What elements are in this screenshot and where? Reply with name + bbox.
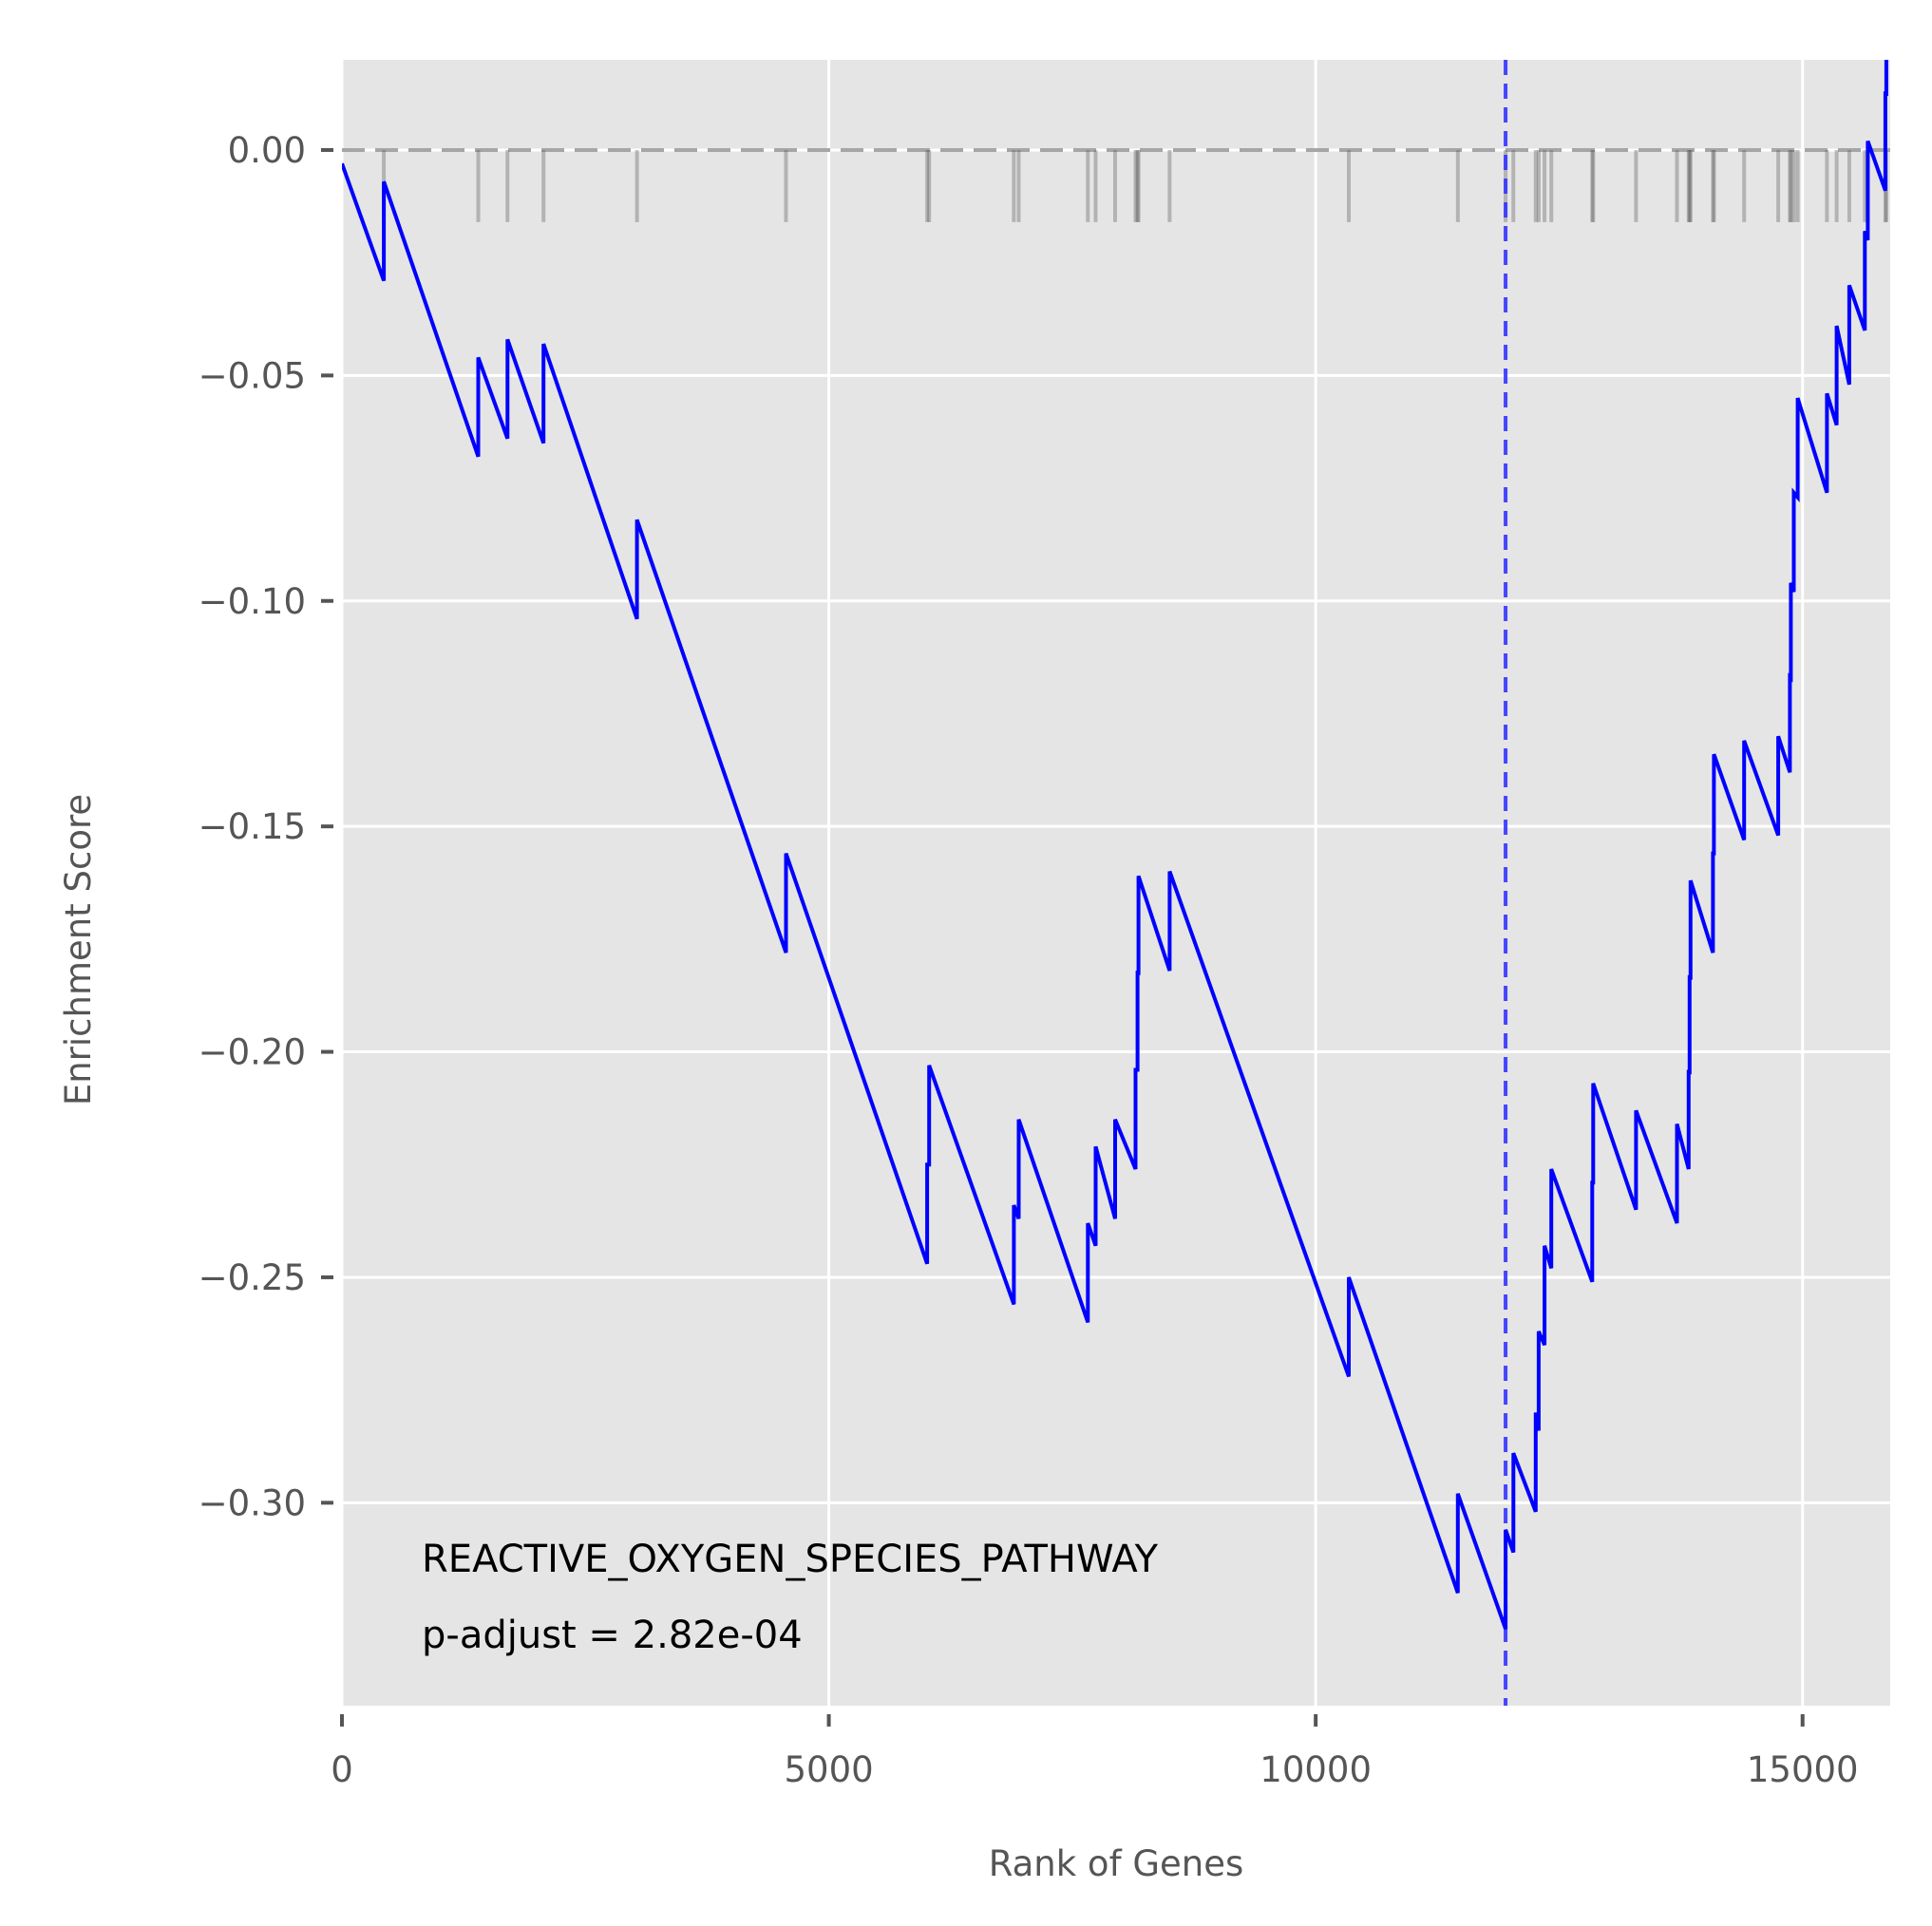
y-tick-label: −0.30 xyxy=(199,1482,306,1523)
axis-ticks xyxy=(321,147,1805,1727)
x-tick-label: 5000 xyxy=(784,1749,873,1790)
x-tick-label: 15000 xyxy=(1747,1749,1859,1790)
p-adjust-label: p-adjust = 2.82e-04 xyxy=(422,1614,803,1657)
x-axis-title: Rank of Genes xyxy=(989,1843,1244,1884)
x-tick-label: 10000 xyxy=(1260,1749,1372,1790)
pathway-name-label: REACTIVE_OXYGEN_SPECIES_PATHWAY xyxy=(422,1538,1159,1581)
x-tick-label: 0 xyxy=(331,1749,353,1790)
y-axis-title: Enrichment Score xyxy=(58,794,99,1105)
y-tick-label: −0.10 xyxy=(199,581,306,622)
y-axis-tick-labels: 0.00 −0.05 −0.10 −0.15 −0.20 −0.25 −0.30 xyxy=(199,130,306,1523)
y-tick-label: −0.05 xyxy=(199,355,306,396)
y-tick-label: 0.00 xyxy=(228,130,306,171)
y-tick-label: −0.20 xyxy=(199,1032,306,1073)
plot-background xyxy=(342,60,1890,1706)
x-axis-tick-labels: 0 5000 10000 15000 xyxy=(331,1749,1858,1790)
enrichment-score-line xyxy=(342,60,1888,1630)
y-tick-label: −0.15 xyxy=(199,806,306,847)
y-tick-label: −0.25 xyxy=(199,1257,306,1298)
